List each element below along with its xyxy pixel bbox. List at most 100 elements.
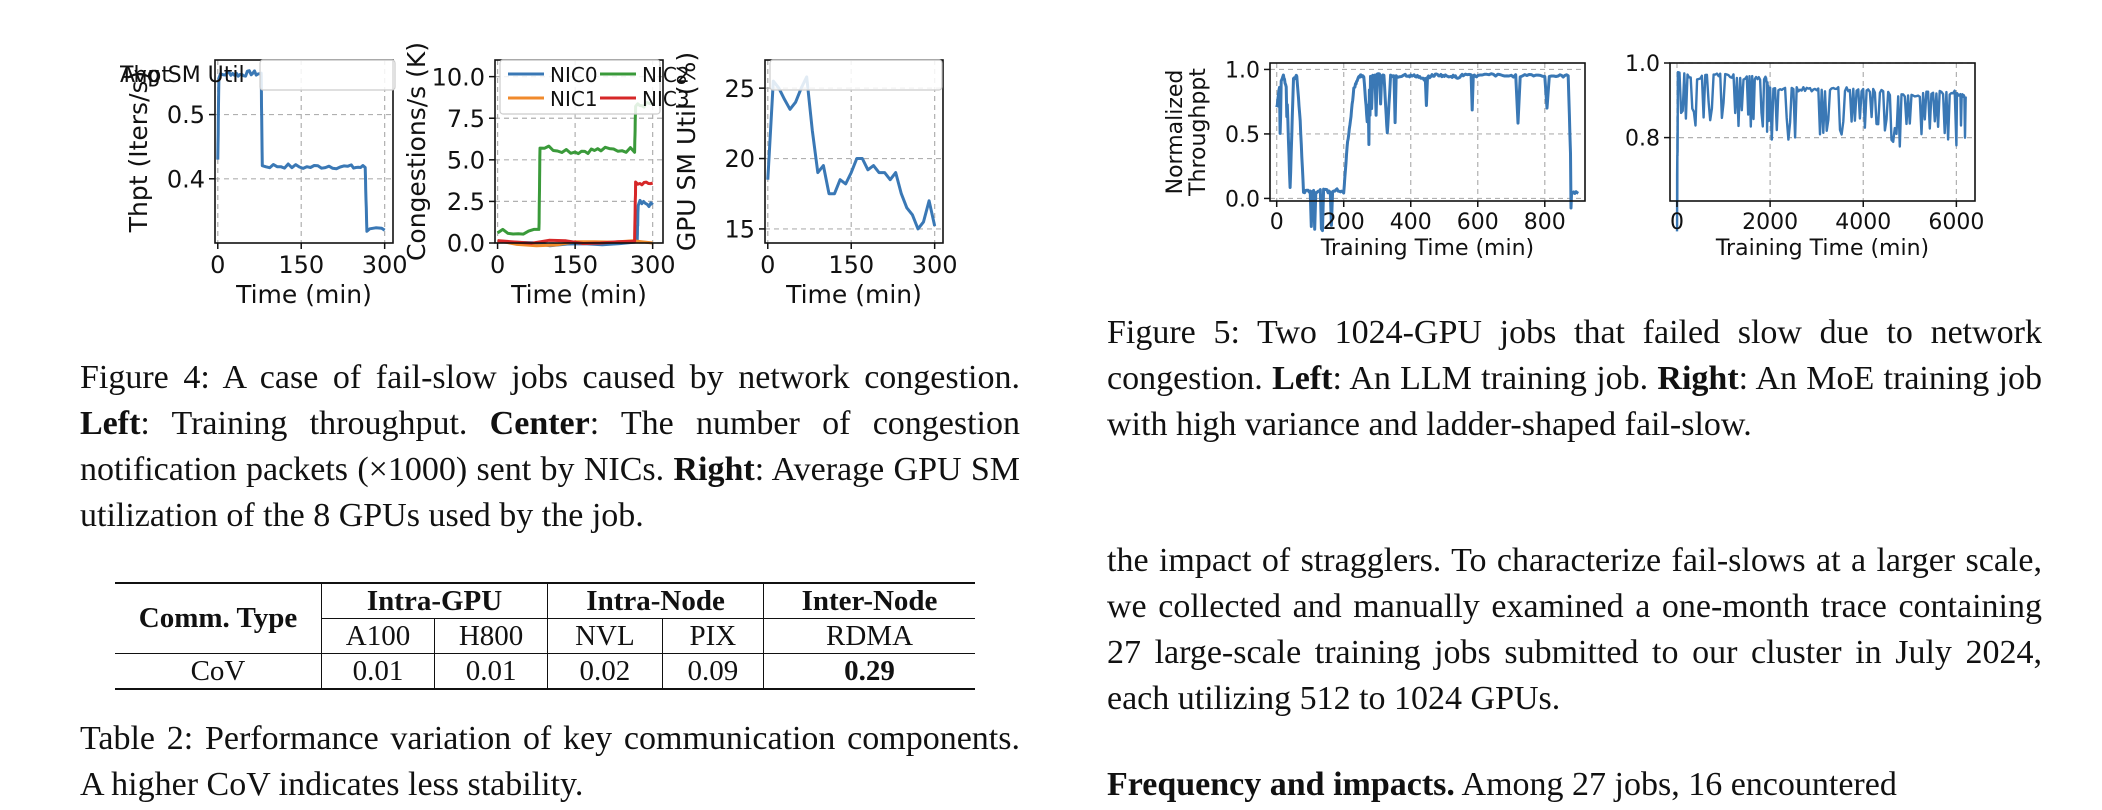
x-tick-label: 0 — [210, 251, 225, 279]
table-sub-h800: H800 — [434, 618, 548, 654]
legend-label: Avg SM Util — [120, 63, 245, 88]
x-tick-label: 6000 — [1928, 210, 1984, 235]
series-line-avg-sm-util — [766, 75, 937, 231]
table-cell-pix: 0.09 — [661, 653, 764, 689]
table-cell-h800: 0.01 — [434, 653, 548, 689]
table-sub-nvl: NVL — [547, 618, 663, 654]
figure-5-caption: Figure 5: Two 1024-GPU jobs that failed … — [1107, 310, 2042, 448]
y-tick-label: 15 — [724, 216, 755, 244]
x-tick-label: 150 — [828, 251, 874, 279]
x-tick-label: 0 — [760, 251, 775, 279]
x-tick-label: 0 — [490, 251, 505, 279]
body-paragraph-1: the impact of stragglers. To characteriz… — [1107, 538, 2042, 722]
y-tick-label: 0.5 — [167, 101, 205, 129]
x-tick-label: 200 — [1323, 210, 1365, 235]
fig4-caption-label: Figure 4: — [80, 359, 210, 396]
x-tick-label: 300 — [362, 251, 408, 279]
plot-frame — [1269, 62, 1586, 202]
x-tick-label: 600 — [1457, 210, 1499, 235]
table-sub-pix: PIX — [661, 618, 764, 654]
y-tick-label: 0.0 — [447, 230, 485, 258]
x-axis-label: Time (min) — [235, 280, 372, 309]
y-axis-label: Thpt (Iters/s) — [124, 71, 153, 234]
table-cell-rdma: 0.29 — [763, 653, 975, 689]
table-cell-a100: 0.01 — [320, 653, 435, 689]
y-tick-label: 1.0 — [1225, 58, 1260, 83]
x-tick-label: 400 — [1390, 210, 1432, 235]
y-tick-label: 10.0 — [432, 63, 485, 91]
y-tick-label: 1.0 — [1625, 52, 1660, 77]
x-tick-label: 4000 — [1835, 210, 1891, 235]
table-2-caption: Table 2: Performance variation of key co… — [80, 716, 1020, 808]
table-group-intra-node: Intra-Node — [547, 583, 764, 619]
fig4-caption-left-text: : Training throughput. — [140, 405, 490, 442]
x-axis-label: Training Time (min) — [1320, 236, 1534, 261]
legend-label: NIC0 — [550, 63, 598, 87]
x-tick-label: 2000 — [1742, 210, 1798, 235]
table-header-comm-type: Comm. Type — [138, 602, 298, 634]
body-paragraph-2: Frequency and impacts. Among 27 jobs, 16… — [1107, 762, 2042, 808]
x-tick-label: 150 — [552, 251, 598, 279]
fig4-congestion-chart: 0 150 300 0.0 2.5 5.0 7.5 10.0 Time (min) Congest… — [402, 42, 690, 309]
y-axis-label: Normalized — [1163, 70, 1188, 195]
fig4-caption-right-label: Right — [673, 451, 755, 488]
fig4-caption-text: A case of fail-slow jobs caused by netwo… — [209, 359, 1021, 396]
fig5-moe-chart: 0 2000 4000 6000 0.8 1.0 Training Time (min) — [1625, 52, 1984, 261]
fig4-throughput-chart: 0 150 300 0.4 0.5 Time (min) Thpt (Iters/s)Thp… — [120, 59, 408, 309]
table-2: Comm. Type Intra-GPU Intra-Node Inter-No… — [115, 582, 975, 690]
table-cell-nvl: 0.02 — [547, 653, 663, 689]
fig5-caption-text: Two 1024-GPU jobs that failed slow due t… — [1107, 314, 2042, 397]
series-line-thpt — [216, 69, 386, 233]
body-paragraph-2-heading: Frequency and impacts. — [1107, 766, 1455, 803]
series-line-0 — [1275, 72, 1580, 233]
fig4-caption-left-label: Left — [80, 405, 141, 442]
x-axis-label: Time (min) — [785, 280, 922, 309]
fig4-caption-center-label: Center — [489, 405, 590, 442]
body-paragraph-1-text: the impact of stragglers. To characteriz… — [1107, 542, 2042, 717]
figure-4-caption: Figure 4: A case of fail-slow jobs cause… — [80, 355, 1020, 539]
table-row-label: CoV — [190, 654, 246, 687]
figure-5: 0 200 400 600 800 0.0 0.5 1.0 Training Time (min… — [1163, 52, 1984, 261]
fig5-caption-right-text: : An MoE training job with high variance… — [1107, 360, 2043, 443]
y-tick-label: 5.0 — [447, 146, 485, 174]
table-group-inter-node: Inter-Node — [763, 583, 975, 619]
fig5-llm-chart: 0 200 400 600 800 0.0 0.5 1.0 Training Time (min… — [1163, 58, 1586, 261]
table-sub-a100: A100 — [320, 618, 435, 654]
legend-label: NIC1 — [550, 87, 598, 111]
y-tick-label: 0.5 — [1225, 123, 1260, 148]
y-tick-label: 7.5 — [447, 105, 485, 133]
y-axis-label: GPU SM Util (%) — [672, 52, 701, 251]
plot-frame — [1669, 62, 1976, 202]
legend-label: NIC3 — [642, 87, 690, 111]
legend-label: Thpt — [120, 63, 170, 88]
x-tick-label: 800 — [1524, 210, 1566, 235]
y-tick-label: 0.4 — [167, 165, 205, 193]
fig5-caption-label: Figure 5: — [1107, 314, 1240, 351]
series-line-nic3 — [497, 180, 654, 245]
series-line-0 — [1675, 71, 1967, 232]
y-tick-label: 25 — [724, 75, 755, 103]
x-tick-label: 300 — [912, 251, 958, 279]
body-paragraph-2-text: Among 27 jobs, 16 encountered — [1454, 766, 1897, 803]
fig5-caption-left-text: : An LLM training job. — [1332, 360, 1658, 397]
legend-box — [769, 59, 943, 91]
table-2-caption-text: Table 2: Performance variation of key co… — [80, 720, 1020, 803]
x-tick-label: 150 — [278, 251, 324, 279]
legend-box — [259, 59, 396, 91]
y-tick-label: 0.0 — [1225, 187, 1260, 212]
table-sub-rdma: RDMA — [763, 618, 975, 654]
y-axis-label: Congestions/s (K) — [402, 42, 431, 261]
x-tick-label: 0 — [1670, 210, 1684, 235]
fig4-sm-util-chart: 0 150 300 15 20 25 Time (min) GPU SM Util (%) Av… — [120, 52, 958, 309]
y-axis-label: Throughppt — [1186, 68, 1211, 197]
fig5-caption-left-label: Left — [1272, 360, 1333, 397]
fig5-caption-right-label: Right — [1657, 360, 1739, 397]
y-tick-label: 2.5 — [447, 188, 485, 216]
x-tick-label: 0 — [1270, 210, 1284, 235]
x-tick-label: 300 — [630, 251, 676, 279]
legend-label: NIC2 — [642, 63, 690, 87]
fig4-caption-right-text: : Average GPU SM utilization of the 8 GP… — [80, 451, 1021, 534]
fig4-caption-center-text: : The number of congestion notification … — [80, 405, 1020, 488]
y-tick-label: 20 — [724, 145, 755, 173]
